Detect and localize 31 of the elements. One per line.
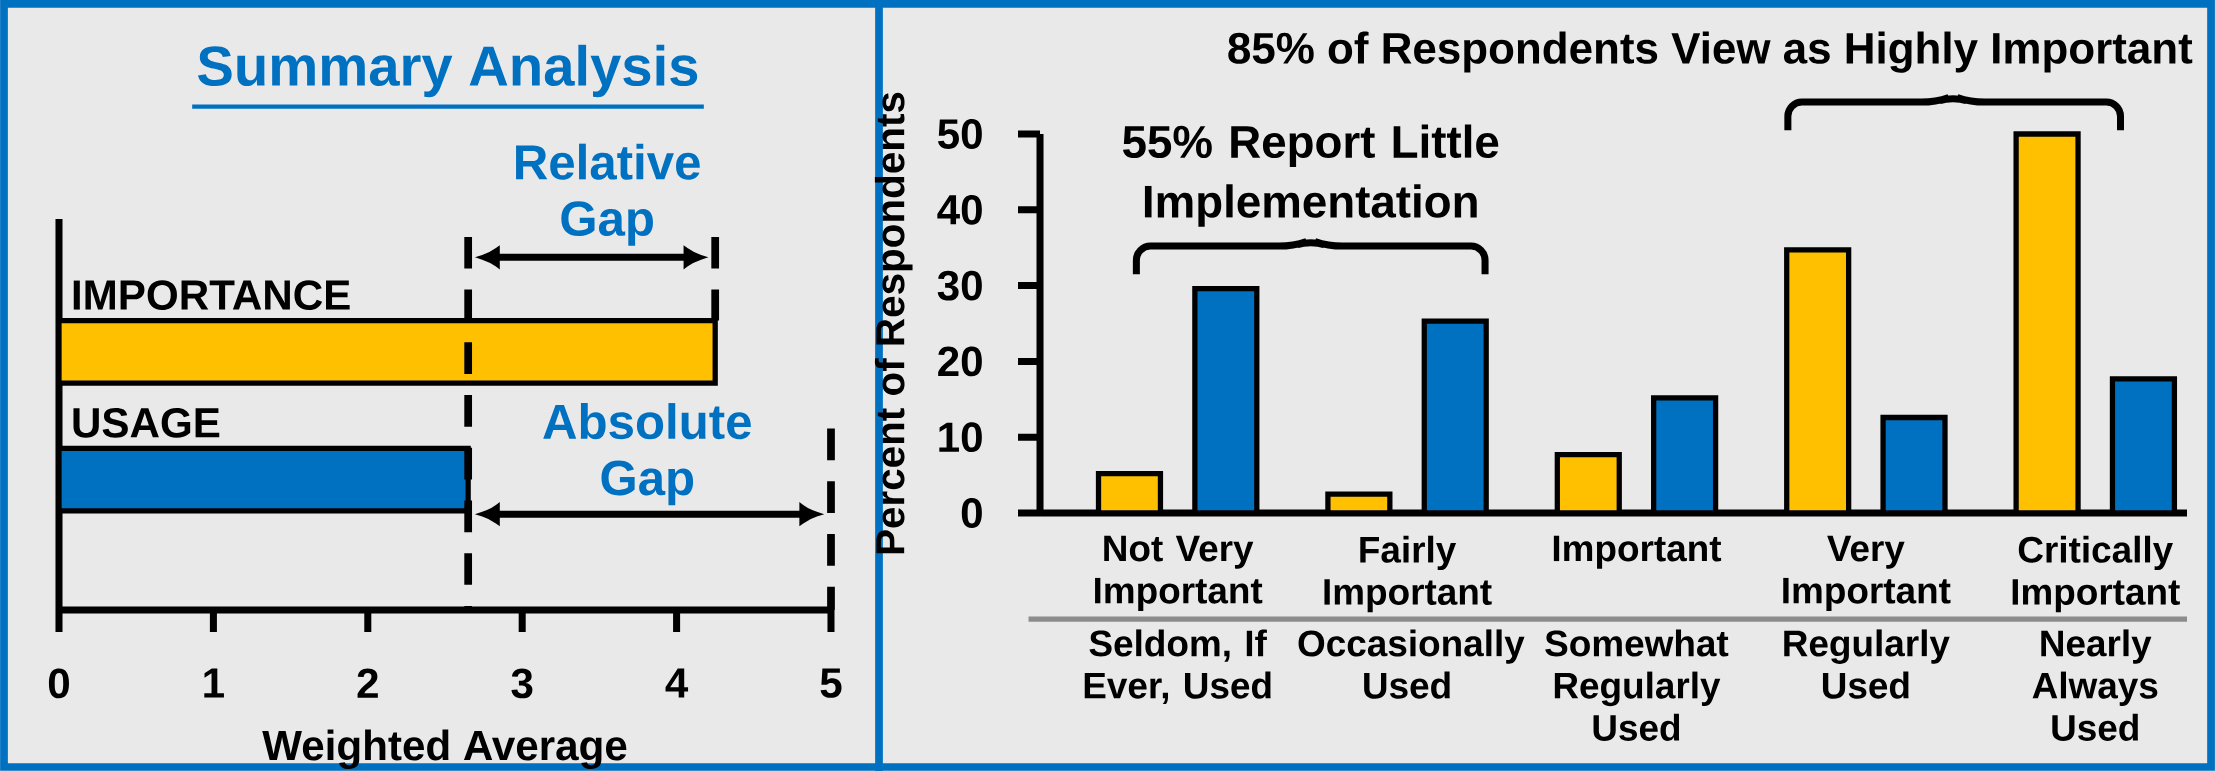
x-tick-label: 0 xyxy=(48,668,69,699)
text: Regularly Used xyxy=(1784,629,1950,699)
y-tick-label: 10 xyxy=(939,422,982,453)
annotation: Absolute Gap xyxy=(543,403,751,506)
annotation: 55% Report Little Implementation xyxy=(1123,124,1499,227)
text: Somewhat Regularly Used xyxy=(1545,629,1729,741)
y-tick-label: 50 xyxy=(938,119,982,149)
x-tick-label: Critically Important xyxy=(2012,535,2180,613)
x-axis-title: Weighted Average xyxy=(262,729,627,769)
x-tick-label: Fairly Important xyxy=(1324,535,1492,613)
text: Occasionally Used xyxy=(1298,629,1525,699)
x-tick-label: 4 xyxy=(665,668,689,698)
text: Seldom, If Ever, Used xyxy=(1084,629,1271,705)
x-tick-label: 2 xyxy=(357,668,378,698)
x-tick-label: Not Very Important xyxy=(1095,535,1263,611)
y-axis-title: Percent of Respondents xyxy=(874,92,913,554)
x-tick-label: 3 xyxy=(511,668,533,699)
y-tick-label: 30 xyxy=(937,270,982,301)
text: 85% of Respondents View as Highly Important xyxy=(1228,31,2193,73)
x-tick-label: Very Important xyxy=(1783,535,1951,611)
x-tick-label: 5 xyxy=(820,668,842,698)
y-tick-label: 40 xyxy=(937,194,982,225)
y-tick-label: IMPORTANCE xyxy=(73,280,350,310)
y-tick-label: USAGE xyxy=(73,407,220,438)
text: Nearly Always Used xyxy=(2032,629,2158,741)
chart-title: Summary Analysis xyxy=(197,44,698,98)
y-tick-label: 0 xyxy=(961,498,982,528)
x-tick-label: Important xyxy=(1553,535,1722,569)
x-tick-label: 1 xyxy=(204,668,224,698)
annotation: Relative Gap xyxy=(516,143,700,246)
y-tick-label: 20 xyxy=(938,346,982,377)
